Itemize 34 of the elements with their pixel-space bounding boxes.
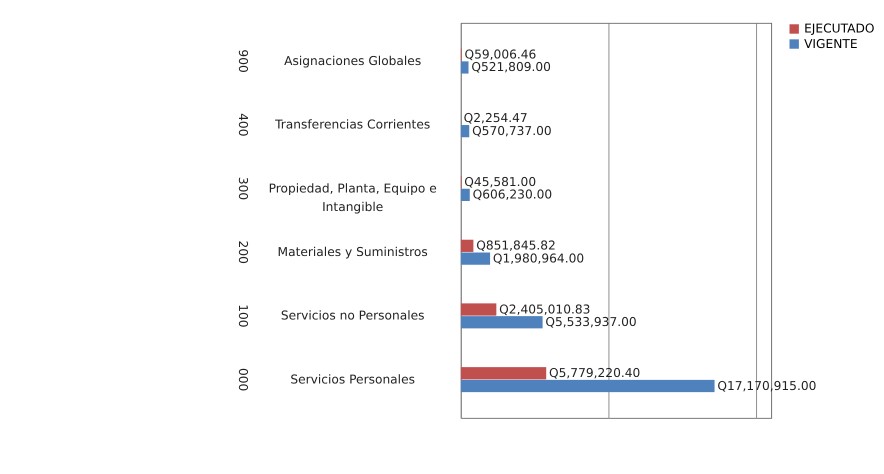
data-label: Q2,254.47 <box>464 111 528 126</box>
y-tick-label: Transferencias Corrientes <box>274 118 430 132</box>
bar <box>460 380 715 392</box>
bar <box>460 303 496 316</box>
text: 100 <box>236 304 250 328</box>
data-label: Q45,581.00 <box>464 174 536 189</box>
y-tick-label: Asignaciones Globales <box>284 54 422 68</box>
data-label: Q851,845.82 <box>476 238 556 253</box>
text: 000 <box>236 368 250 392</box>
bar <box>460 125 470 138</box>
legend-label: VIGENTE <box>804 36 858 51</box>
bar <box>460 367 546 380</box>
y-tick-label: Servicios Personales <box>290 372 415 386</box>
bar <box>460 61 469 74</box>
data-label: Q59,006.46 <box>464 47 536 62</box>
bar <box>460 252 490 265</box>
bar <box>460 240 474 252</box>
y-tick-label: Servicios no Personales <box>280 308 425 323</box>
y-tick-label: Materiales y Suministros <box>278 244 428 259</box>
text: 300 <box>236 176 250 200</box>
bar <box>460 188 470 201</box>
data-label: Q1,980,964.00 <box>492 251 584 266</box>
text: 900 <box>236 49 250 73</box>
y-tick-label: Propiedad, Planta, Equipo e Intangible <box>268 181 437 214</box>
data-label: Q521,809.00 <box>471 60 551 74</box>
data-label: Q570,737.00 <box>472 124 552 138</box>
text: 200 <box>236 240 250 264</box>
data-label: Q606,230.00 <box>472 188 552 202</box>
data-label: Q5,779,220.40 <box>549 366 640 380</box>
data-label: Q2,405,010.83 <box>499 302 590 316</box>
data-label: Q5,533,937.00 <box>545 315 637 330</box>
legend-label: EJECUTADO <box>804 22 874 36</box>
bar <box>460 316 543 328</box>
text: 400 <box>236 113 250 136</box>
